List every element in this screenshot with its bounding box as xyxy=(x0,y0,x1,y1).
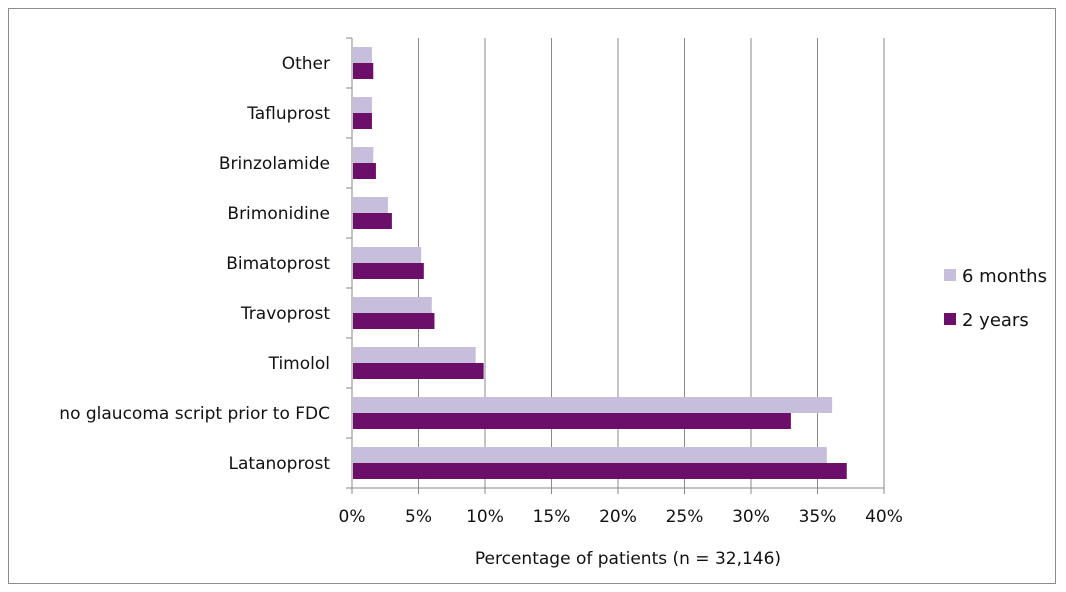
legend-swatch xyxy=(944,269,956,281)
category-label: Brimonidine xyxy=(227,204,330,224)
bar-6-months xyxy=(353,47,372,63)
bar-6-months xyxy=(353,247,422,263)
bar-2-years xyxy=(353,413,791,429)
x-tick-label: 20% xyxy=(599,507,637,527)
category-label: Brinzolamide xyxy=(219,154,330,174)
x-tick-label: 10% xyxy=(466,507,504,527)
bar-2-years xyxy=(353,263,424,279)
bar-2-years xyxy=(353,63,374,79)
category-labels: Latanoprost no glaucoma script prior to F… xyxy=(59,54,330,474)
category-label: Tafluprost xyxy=(246,104,330,124)
x-tick-label: 15% xyxy=(533,507,571,527)
axes xyxy=(346,37,885,494)
x-tick-label: 30% xyxy=(732,507,770,527)
x-tick-label: 25% xyxy=(666,507,704,527)
bar-6-months xyxy=(353,447,827,463)
legend-swatch xyxy=(944,313,956,325)
category-label: Travoprost xyxy=(240,304,330,324)
category-label: Bimatoprost xyxy=(226,254,330,274)
category-label: Timolol xyxy=(268,354,330,374)
category-label: Latanoprost xyxy=(229,454,331,474)
legend: 6 months 2 years xyxy=(944,266,1047,331)
bar-2-years xyxy=(353,113,372,129)
x-tick-labels: 0% 5% 10% 15% 20% 25% 30% 35% 40% xyxy=(339,507,903,527)
x-tick-label: 40% xyxy=(865,507,903,527)
legend-label: 6 months xyxy=(962,266,1047,287)
x-tick-label: 5% xyxy=(405,507,432,527)
bar-6-months xyxy=(353,297,432,313)
bar-6-months xyxy=(353,347,476,363)
bar-2-years xyxy=(353,313,435,329)
bar-2-years xyxy=(353,363,484,379)
bar-2-years xyxy=(353,463,847,479)
category-label: no glaucoma script prior to FDC xyxy=(59,404,330,424)
legend-label: 2 years xyxy=(962,310,1029,331)
bar-6-months xyxy=(353,397,833,413)
bar-2-years xyxy=(353,163,376,179)
bar-2-years xyxy=(353,213,392,229)
bar-6-months xyxy=(353,97,372,113)
x-axis-title: Percentage of patients (n = 32,146) xyxy=(475,549,781,569)
x-tick-label: 0% xyxy=(339,507,366,527)
bar-6-months xyxy=(353,197,388,213)
category-label: Other xyxy=(282,54,330,74)
bar-6-months xyxy=(353,147,374,163)
bars xyxy=(353,47,847,479)
x-tick-label: 35% xyxy=(799,507,837,527)
